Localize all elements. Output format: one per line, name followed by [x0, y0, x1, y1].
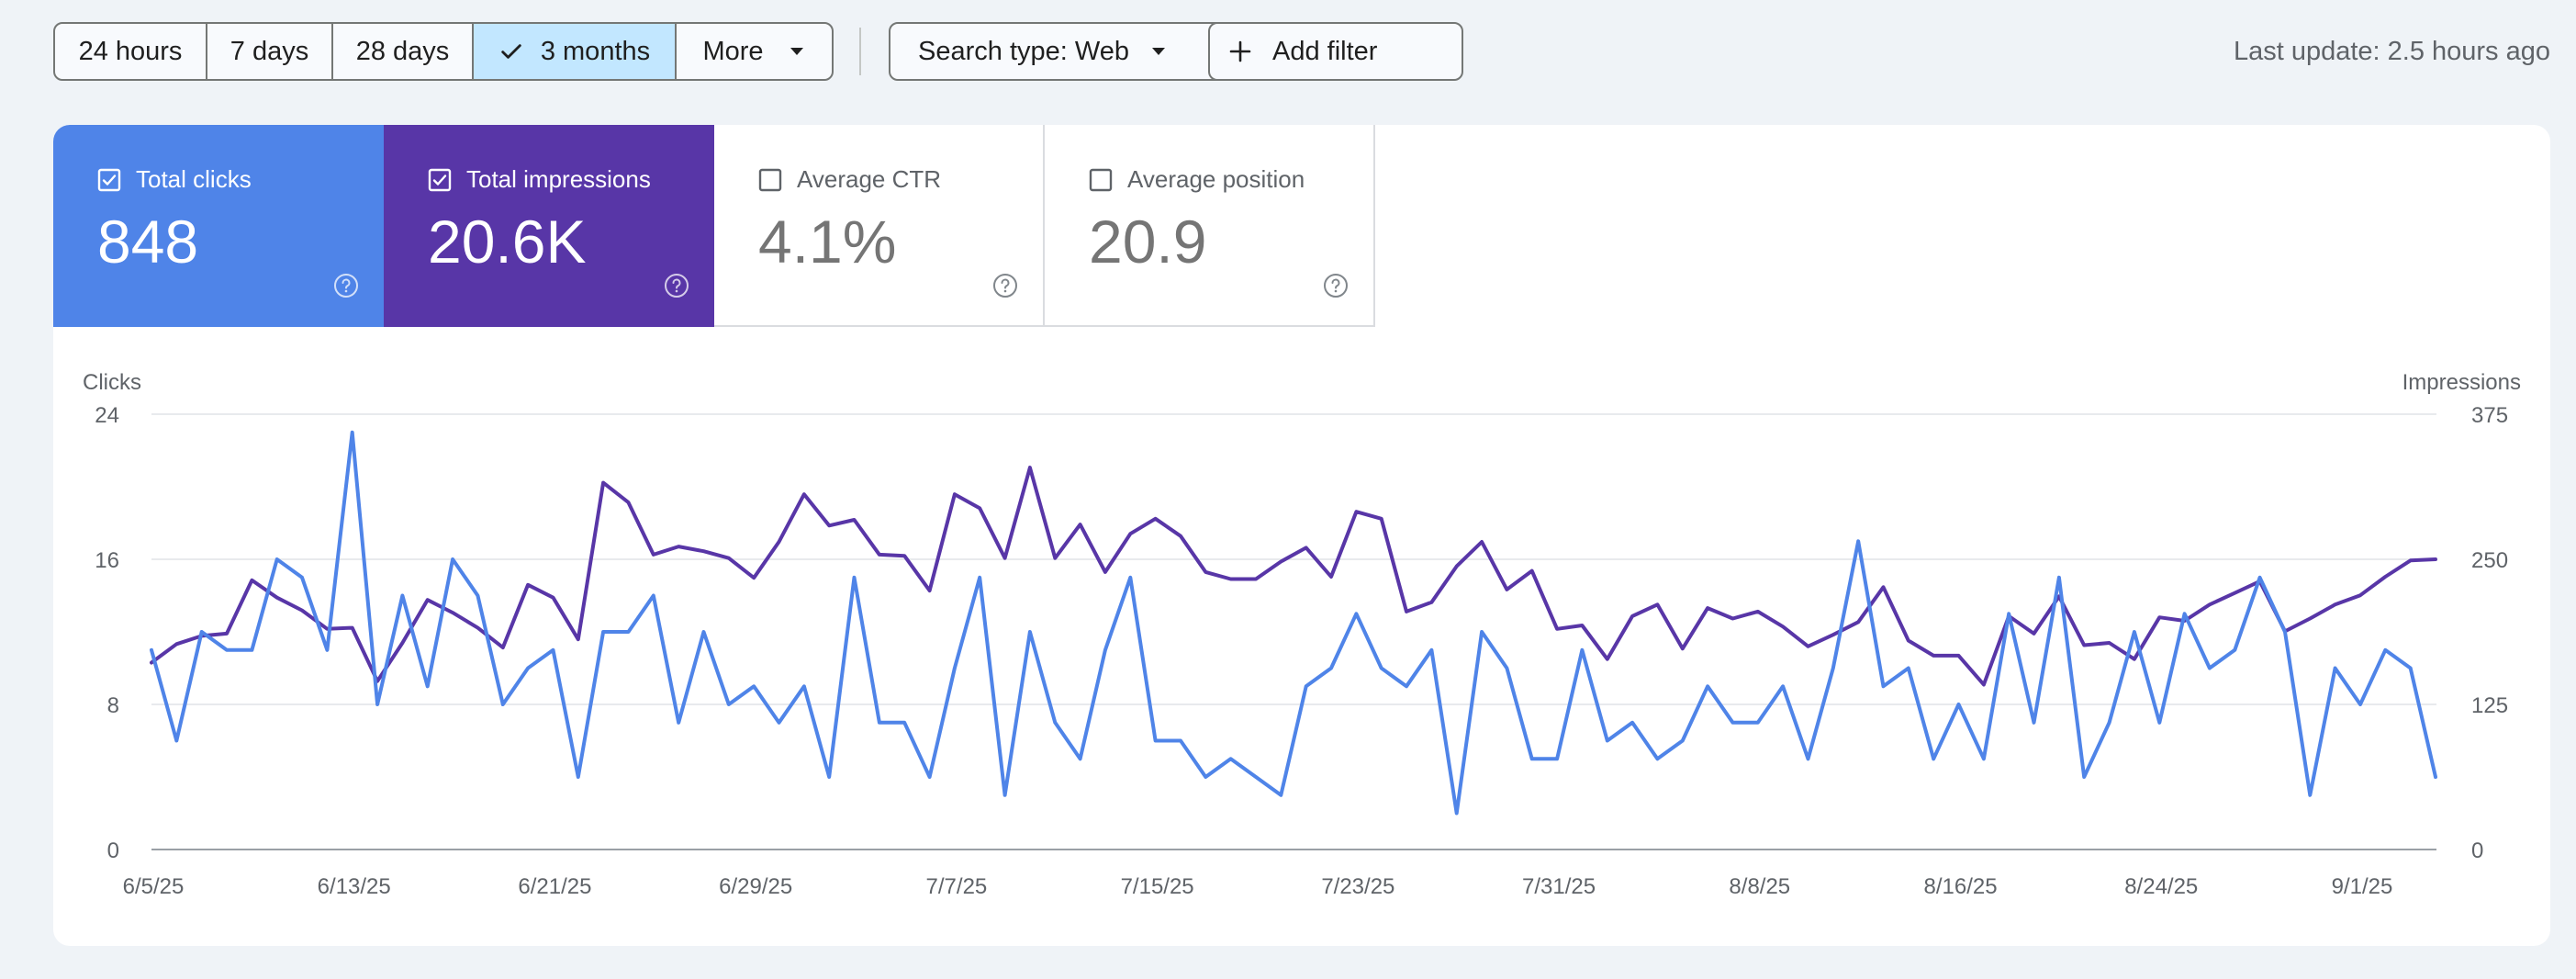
y-left-tick-label: 8 — [107, 693, 119, 718]
metric-label: Average CTR — [797, 165, 942, 193]
checkbox-checked-icon[interactable] — [97, 168, 121, 192]
x-tick-label: 7/23/25 — [1321, 874, 1394, 899]
performance-card: Total clicks 848 Total impressions 20.6K… — [53, 125, 2550, 946]
date-range-selector: 24 hours 7 days 28 days 3 months More — [53, 22, 834, 81]
x-tick-label: 8/16/25 — [1923, 874, 1997, 899]
range-label: 7 days — [230, 36, 309, 66]
search-type-dropdown[interactable]: Search type: Web — [889, 22, 1246, 81]
caret-down-icon — [788, 46, 806, 57]
metric-label: Total impressions — [466, 165, 651, 193]
range-label: More — [702, 36, 764, 66]
range-label: 24 hours — [78, 36, 183, 66]
y-left-tick-label: 24 — [95, 403, 119, 428]
checkbox-empty-icon[interactable] — [1089, 168, 1113, 192]
x-tick-label: 7/7/25 — [926, 874, 988, 899]
x-tick-label: 6/13/25 — [318, 874, 391, 899]
y-right-tick-label: 0 — [2471, 838, 2483, 863]
metric-value: 4.1% — [758, 208, 897, 276]
help-circle-icon[interactable] — [332, 272, 360, 299]
search-type-label: Search type: Web — [918, 36, 1129, 66]
toolbar-divider — [859, 28, 861, 75]
y-right-axis-title: Impressions — [2402, 370, 2521, 395]
performance-chart[interactable]: Clicks Impressions 0 0 8 125 16 250 24 375 6/5/25 6… — [53, 125, 2550, 946]
plus-icon — [1228, 39, 1252, 63]
caret-down-icon — [1149, 46, 1168, 57]
x-tick-label: 6/29/25 — [719, 874, 792, 899]
range-28-days-button[interactable]: 28 days — [333, 24, 474, 79]
range-24-hours-button[interactable]: 24 hours — [55, 24, 207, 79]
y-left-tick-label: 16 — [95, 548, 119, 573]
series-line-impressions — [150, 466, 2437, 687]
y-right-tick-label: 125 — [2471, 693, 2508, 718]
x-tick-label: 6/5/25 — [123, 874, 185, 899]
y-left-tick-label: 0 — [107, 838, 119, 863]
check-icon — [498, 39, 524, 64]
metric-value: 20.6K — [428, 208, 587, 276]
checkbox-empty-icon[interactable] — [758, 168, 782, 192]
last-update-text: Last update: 2.5 hours ago — [2233, 36, 2550, 66]
x-tick-label: 7/15/25 — [1121, 874, 1194, 899]
x-tick-label: 7/31/25 — [1522, 874, 1596, 899]
range-label: 28 days — [355, 36, 450, 66]
series-line-clicks — [150, 430, 2437, 816]
metric-label: Total clicks — [136, 165, 252, 193]
x-tick-label: 8/24/25 — [2124, 874, 2198, 899]
add-filter-label: Add filter — [1272, 36, 1378, 66]
range-label: 3 months — [540, 36, 651, 66]
metric-total-impressions[interactable]: Total impressions 20.6K — [384, 125, 714, 327]
range-3-months-button[interactable]: 3 months — [474, 24, 677, 79]
toolbar: 24 hours 7 days 28 days 3 months More Se… — [53, 22, 2550, 81]
x-tick-label: 9/1/25 — [2332, 874, 2393, 899]
x-tick-label: 8/8/25 — [1729, 874, 1790, 899]
metric-average-position[interactable]: Average position 20.9 — [1045, 125, 1375, 327]
help-circle-icon[interactable] — [1322, 272, 1350, 299]
range-more-button[interactable]: More — [677, 24, 832, 79]
checkbox-checked-icon[interactable] — [428, 168, 452, 192]
y-right-tick-label: 250 — [2471, 548, 2508, 573]
x-tick-label: 6/21/25 — [518, 874, 591, 899]
range-7-days-button[interactable]: 7 days — [207, 24, 333, 79]
metric-value: 20.9 — [1089, 208, 1207, 276]
y-right-tick-label: 375 — [2471, 403, 2508, 428]
help-circle-icon[interactable] — [991, 272, 1019, 299]
metric-total-clicks[interactable]: Total clicks 848 — [53, 125, 384, 327]
metric-value: 848 — [97, 208, 199, 276]
metric-label: Average position — [1127, 165, 1305, 193]
help-circle-icon[interactable] — [663, 272, 690, 299]
add-filter-button[interactable]: Add filter — [1208, 22, 1463, 81]
metric-average-ctr[interactable]: Average CTR 4.1% — [714, 125, 1045, 327]
y-left-axis-title: Clicks — [83, 370, 141, 395]
